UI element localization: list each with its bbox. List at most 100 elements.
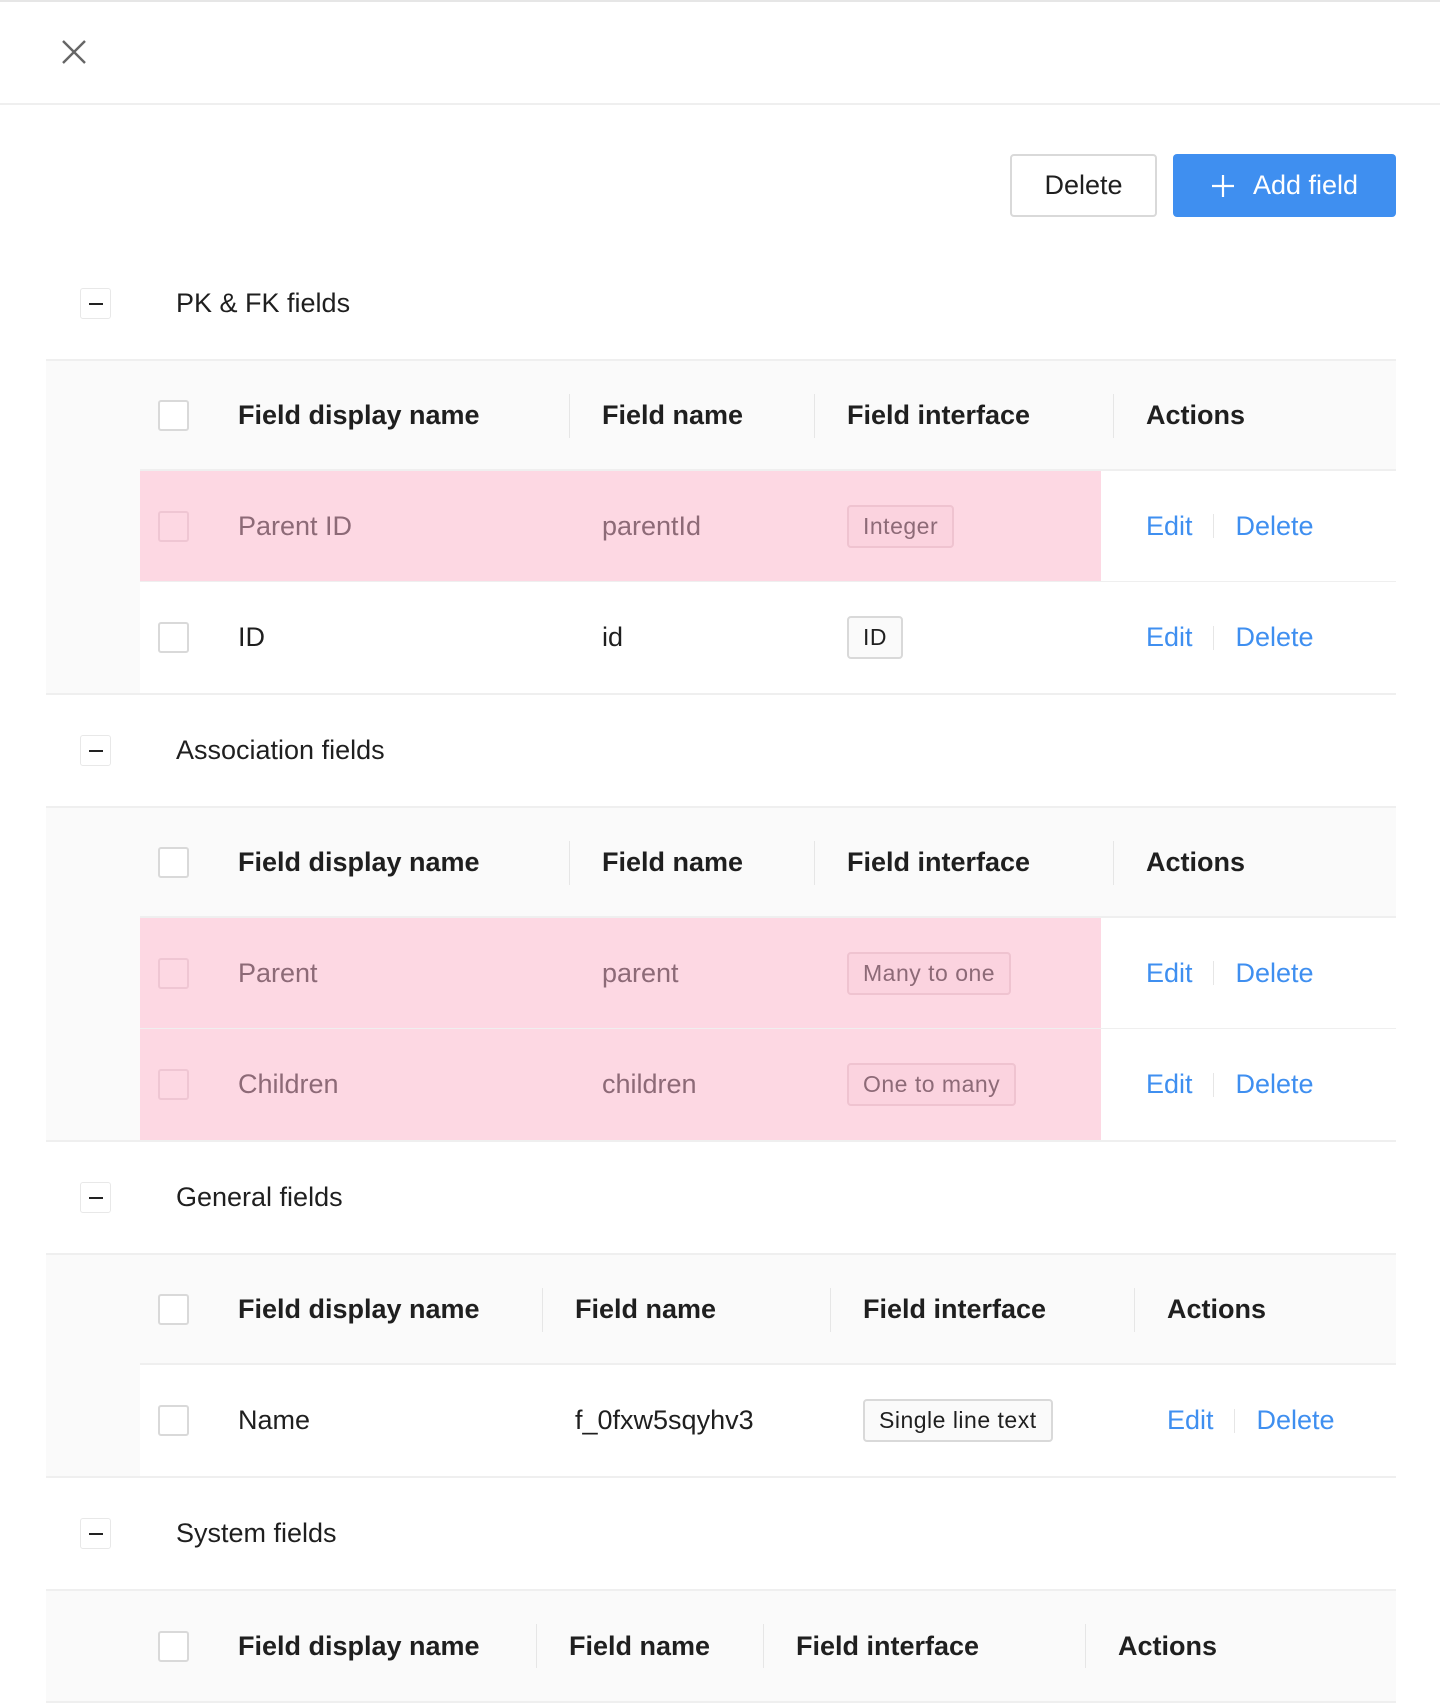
field-display-name: Parent (222, 918, 569, 1028)
divider (1233, 1408, 1235, 1433)
edit-link[interactable]: Edit (1146, 622, 1193, 652)
checkbox[interactable] (158, 846, 189, 878)
interface-tag: Single line text (863, 1399, 1053, 1442)
edit-link[interactable]: Edit (1146, 957, 1193, 988)
field-interface: ID (814, 582, 1101, 693)
close-icon[interactable] (58, 36, 90, 68)
row-select (140, 1365, 222, 1476)
row-actions: Edit Delete (1101, 918, 1396, 1028)
checkbox[interactable] (158, 957, 189, 989)
edit-link[interactable]: Edit (1167, 1405, 1214, 1435)
column-header: Field name (536, 1591, 763, 1701)
column-header: Field display name (238, 399, 480, 430)
column-header: Field name (569, 361, 814, 469)
column-header: Field display name (238, 846, 480, 877)
field-interface: Single line text (830, 1365, 1122, 1476)
column-header: Field name (569, 808, 814, 916)
row-select (140, 918, 222, 1028)
collapse-toggle[interactable] (80, 1182, 111, 1213)
delete-link[interactable]: Delete (1235, 1069, 1314, 1099)
interface-tag: One to many (847, 1063, 1017, 1106)
row-select (140, 1591, 222, 1701)
add-field-button[interactable]: Add field (1173, 154, 1396, 217)
field-name: f_0fxw5sqyhv3 (575, 1405, 754, 1435)
column-header: Field display name (238, 1630, 480, 1661)
delete-link[interactable]: Delete (1235, 622, 1314, 652)
table-row: Children children One to many Edit Delete (140, 1029, 1396, 1140)
field-name: parentId (569, 471, 814, 581)
field-interface: One to many (814, 1029, 1101, 1140)
table-header: Field display name Field name Field inte… (140, 361, 1396, 471)
fields-table: Field display name Field name Field inte… (46, 1253, 1396, 1478)
field-name: id (602, 622, 624, 652)
field-interface: Integer (814, 471, 1101, 581)
column-header: Field interface (814, 361, 1113, 469)
delete-link[interactable]: Delete (1235, 510, 1314, 541)
field-name: children (569, 1029, 814, 1140)
row-select (140, 471, 222, 581)
table-row: Parent parent Many to one Edit Delete (140, 918, 1396, 1029)
section-title: PK & FK fields (176, 288, 351, 318)
table-header: Field display name Field name Field inte… (140, 808, 1396, 918)
column-header: Actions (1113, 808, 1396, 916)
table-row: ID id ID Edit Delete (140, 582, 1396, 693)
interface-tag: ID (847, 616, 903, 659)
field-display-name: Name (238, 1405, 311, 1435)
column-header: Field display name (238, 1293, 480, 1324)
row-actions: Edit Delete (1101, 1029, 1396, 1140)
checkbox[interactable] (158, 1069, 189, 1100)
checkbox[interactable] (158, 1293, 189, 1325)
add-field-label: Add field (1252, 170, 1359, 200)
row-select (140, 1029, 222, 1140)
column-header: Field interface (830, 1255, 1134, 1363)
checkbox[interactable] (158, 1630, 189, 1662)
collapse-toggle[interactable] (80, 288, 111, 319)
row-select (140, 808, 222, 916)
checkbox[interactable] (158, 1405, 189, 1436)
table-header: Field display name Field name Field inte… (140, 1591, 1396, 1701)
divider (1212, 625, 1214, 650)
row-actions: Edit Delete (1101, 471, 1396, 581)
fields-table: Field display name Field name Field inte… (46, 359, 1396, 695)
section-title: General fields (176, 1182, 343, 1212)
row-actions: Edit Delete (1122, 1365, 1396, 1476)
delete-button[interactable]: Delete (1010, 154, 1157, 217)
table-row: Name f_0fxw5sqyhv3 Single line text Edit… (140, 1365, 1396, 1476)
interface-tag: Integer (847, 504, 955, 548)
section-header: Association fields (46, 695, 1396, 806)
section-header: PK & FK fields (46, 248, 1396, 359)
delete-button-label: Delete (1044, 170, 1123, 200)
column-header: Field interface (814, 808, 1113, 916)
checkbox[interactable] (158, 399, 189, 431)
checkbox[interactable] (158, 510, 189, 542)
collapse-toggle[interactable] (80, 1518, 111, 1549)
divider (1212, 1072, 1214, 1097)
section-title: System fields (176, 1518, 337, 1548)
delete-link[interactable]: Delete (1235, 957, 1314, 988)
edit-link[interactable]: Edit (1146, 1069, 1193, 1099)
column-header: Field interface (763, 1591, 1085, 1701)
drawer-header (0, 2, 1440, 105)
field-display-name: Parent ID (222, 471, 569, 581)
table-row: Parent ID parentId Integer Edit Delete (140, 471, 1396, 582)
collapse-toggle[interactable] (80, 735, 111, 766)
row-select (140, 361, 222, 469)
column-header: Field name (542, 1255, 830, 1363)
column-header: Actions (1085, 1591, 1396, 1701)
row-actions: Edit Delete (1101, 582, 1396, 693)
fields-table: Field display name Field name Field inte… (46, 806, 1396, 1142)
field-display-name: Children (222, 1029, 569, 1140)
checkbox[interactable] (158, 622, 189, 653)
section-header: General fields (46, 1142, 1396, 1253)
field-display-name: ID (238, 622, 265, 652)
row-select (140, 1255, 222, 1363)
divider (1212, 514, 1214, 538)
plus-icon (1211, 174, 1234, 197)
row-select (140, 582, 222, 693)
section-header: System fields (46, 1478, 1396, 1589)
field-name: parent (569, 918, 814, 1028)
edit-link[interactable]: Edit (1146, 510, 1193, 541)
table-header: Field display name Field name Field inte… (140, 1255, 1396, 1365)
delete-link[interactable]: Delete (1256, 1405, 1335, 1435)
field-interface: Many to one (814, 918, 1101, 1028)
